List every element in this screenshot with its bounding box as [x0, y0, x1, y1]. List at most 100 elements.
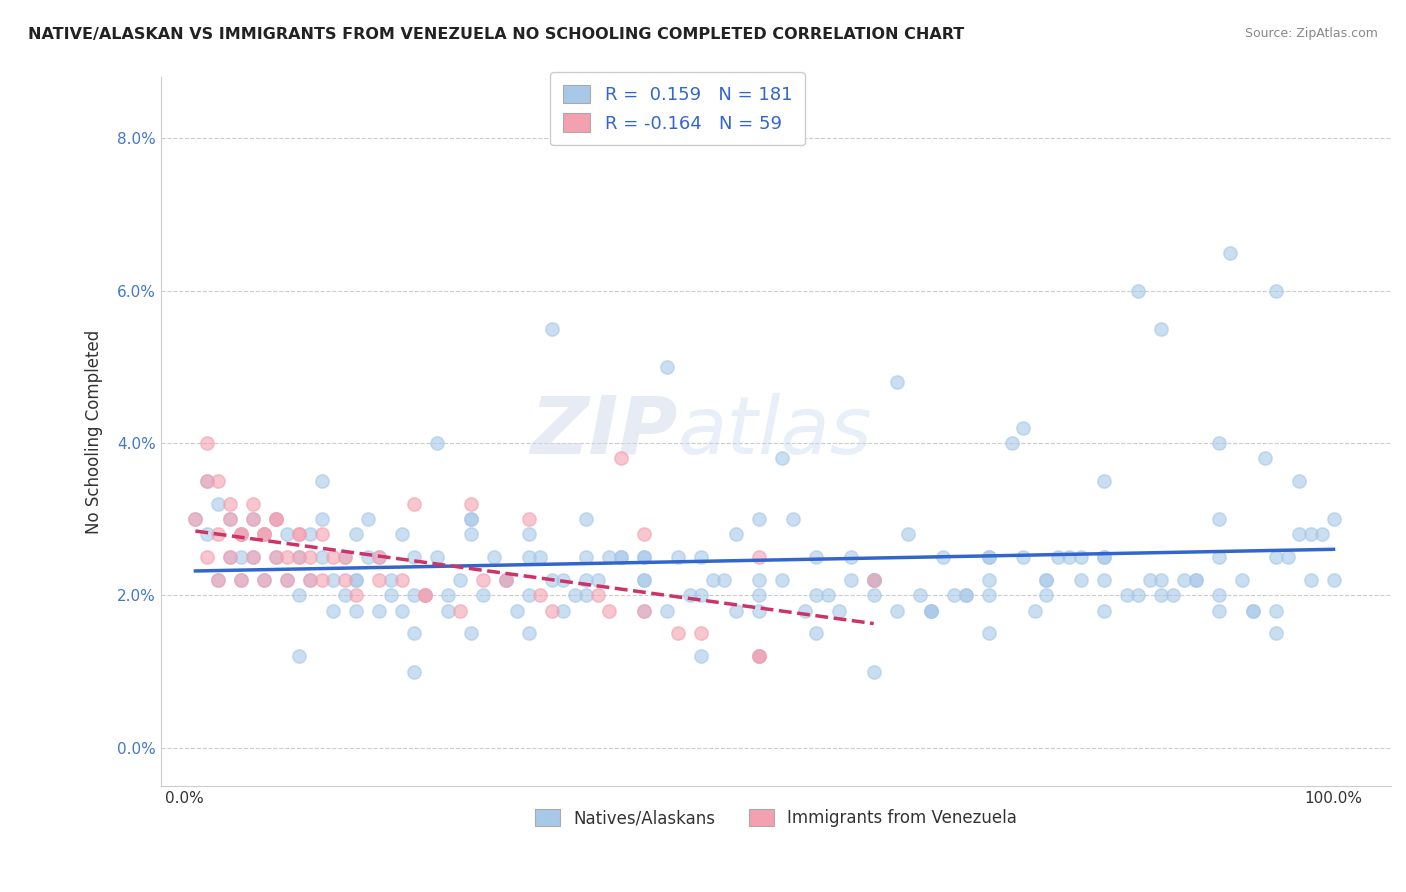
Point	[1092, 550, 1115, 565]
Point	[748, 550, 770, 565]
Point	[288, 527, 311, 541]
Point	[471, 573, 494, 587]
Point	[299, 550, 322, 565]
Point	[357, 512, 380, 526]
Point	[1070, 550, 1092, 565]
Point	[724, 527, 747, 541]
Text: ZIP: ZIP	[530, 392, 678, 471]
Point	[931, 550, 953, 565]
Text: NATIVE/ALASKAN VS IMMIGRANTS FROM VENEZUELA NO SCHOOLING COMPLETED CORRELATION C: NATIVE/ALASKAN VS IMMIGRANTS FROM VENEZU…	[28, 27, 965, 42]
Point	[598, 604, 620, 618]
Point	[517, 512, 540, 526]
Point	[288, 550, 311, 565]
Point	[460, 497, 482, 511]
Point	[1139, 573, 1161, 587]
Point	[1035, 573, 1057, 587]
Point	[920, 604, 942, 618]
Point	[299, 527, 322, 541]
Point	[586, 588, 609, 602]
Point	[748, 604, 770, 618]
Point	[276, 573, 298, 587]
Point	[426, 550, 449, 565]
Point	[1126, 588, 1149, 602]
Point	[540, 573, 562, 587]
Point	[437, 588, 460, 602]
Point	[713, 573, 735, 587]
Point	[264, 512, 287, 526]
Point	[288, 527, 311, 541]
Point	[633, 550, 655, 565]
Point	[575, 588, 598, 602]
Point	[449, 573, 471, 587]
Point	[908, 588, 931, 602]
Point	[495, 573, 517, 587]
Point	[506, 604, 529, 618]
Point	[231, 573, 253, 587]
Point	[242, 550, 264, 565]
Point	[1322, 573, 1344, 587]
Point	[1184, 573, 1206, 587]
Point	[1265, 284, 1288, 298]
Point	[484, 550, 506, 565]
Point	[1161, 588, 1184, 602]
Point	[1322, 512, 1344, 526]
Point	[806, 626, 828, 640]
Point	[1092, 573, 1115, 587]
Point	[1277, 550, 1299, 565]
Point	[1288, 474, 1310, 488]
Point	[540, 322, 562, 336]
Point	[1265, 550, 1288, 565]
Point	[610, 451, 633, 466]
Point	[862, 573, 884, 587]
Point	[748, 649, 770, 664]
Point	[219, 512, 242, 526]
Point	[806, 588, 828, 602]
Point	[690, 649, 713, 664]
Point	[633, 604, 655, 618]
Point	[449, 604, 471, 618]
Point	[288, 649, 311, 664]
Point	[311, 474, 333, 488]
Point	[529, 588, 551, 602]
Point	[1012, 421, 1035, 435]
Point	[322, 550, 344, 565]
Point	[1208, 512, 1230, 526]
Point	[380, 588, 402, 602]
Point	[264, 512, 287, 526]
Point	[288, 588, 311, 602]
Point	[575, 512, 598, 526]
Point	[184, 512, 207, 526]
Point	[553, 573, 575, 587]
Point	[1230, 573, 1253, 587]
Point	[517, 588, 540, 602]
Point	[344, 573, 367, 587]
Point	[955, 588, 977, 602]
Point	[460, 512, 482, 526]
Point	[415, 588, 437, 602]
Point	[415, 588, 437, 602]
Point	[1173, 573, 1195, 587]
Point	[368, 550, 391, 565]
Point	[264, 550, 287, 565]
Point	[977, 573, 1000, 587]
Point	[288, 550, 311, 565]
Point	[517, 527, 540, 541]
Point	[943, 588, 966, 602]
Point	[1035, 588, 1057, 602]
Point	[1070, 573, 1092, 587]
Point	[679, 588, 702, 602]
Point	[380, 573, 402, 587]
Point	[333, 588, 356, 602]
Point	[748, 588, 770, 602]
Point	[402, 626, 425, 640]
Point	[633, 550, 655, 565]
Point	[977, 550, 1000, 565]
Point	[253, 573, 276, 587]
Point	[1184, 573, 1206, 587]
Point	[748, 573, 770, 587]
Point	[231, 550, 253, 565]
Point	[311, 550, 333, 565]
Point	[1046, 550, 1069, 565]
Point	[231, 527, 253, 541]
Point	[415, 588, 437, 602]
